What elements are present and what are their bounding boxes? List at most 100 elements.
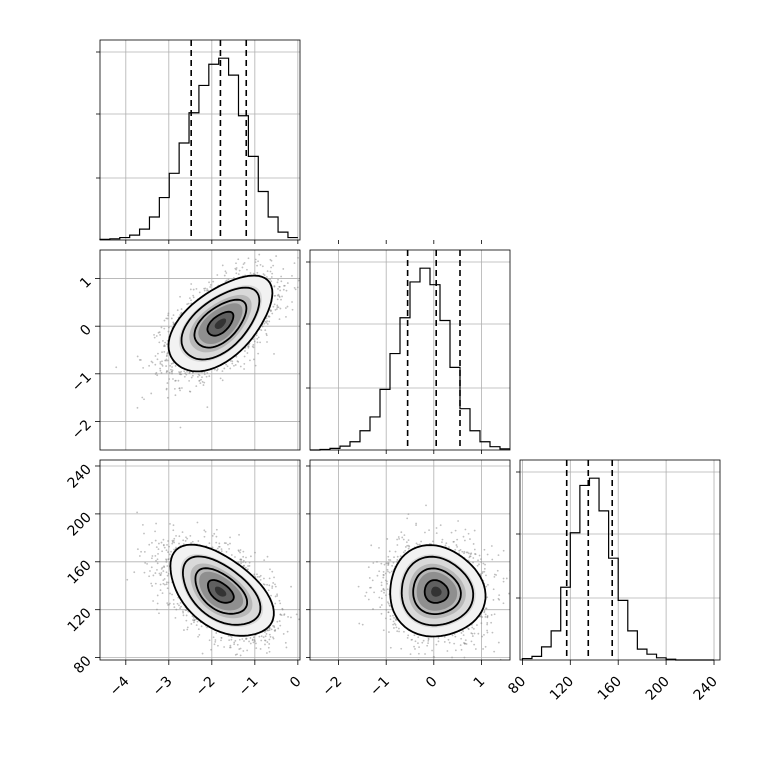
sample-point [195,287,198,290]
sample-point [159,362,162,365]
sample-point [493,613,496,616]
sample-point [141,396,144,399]
sample-point [237,549,240,552]
sample-point [463,552,465,555]
sample-point [115,366,118,369]
sample-point [455,544,458,546]
sample-point [388,550,391,553]
sample-point [279,624,282,627]
sample-point [227,278,230,281]
sample-point [220,548,223,551]
sample-point [160,363,163,366]
sample-point [286,305,289,308]
sample-point [498,598,501,601]
sample-point [268,643,271,645]
sample-point [234,267,237,270]
sample-point [273,353,275,355]
sample-point [172,603,175,605]
sample-point [199,382,202,384]
sample-point [266,583,268,586]
sample-point [364,595,367,597]
sample-point [286,282,289,284]
sample-point [266,555,269,558]
sample-point [234,364,237,366]
sample-point [153,336,156,339]
sample-point [477,632,480,635]
sample-point [220,636,223,639]
sample-point [213,643,216,646]
sample-point [143,532,145,535]
sample-point [163,566,166,568]
sample-point [159,589,162,592]
sample-point [244,566,247,569]
sample-point [268,577,271,580]
sample-point [216,368,219,370]
sample-point [280,298,282,301]
sample-point [165,358,168,361]
sample-point [216,369,218,372]
sample-point [264,320,267,323]
sample-point [206,406,209,409]
sample-point [197,628,200,631]
sample-point [160,541,163,544]
sample-point [182,614,185,617]
sample-point [277,627,280,630]
sample-point [179,295,181,298]
sample-point [278,295,281,298]
sample-point [237,360,240,363]
sample-point [256,341,259,344]
sample-point [282,268,285,270]
sample-point [179,426,182,429]
sample-point [407,547,410,550]
sample-point [454,548,457,551]
sample-point [190,376,193,379]
y-tick-label: 0 [77,322,95,340]
sample-point [467,627,470,630]
sample-point [259,578,262,581]
sample-point [415,522,418,525]
x-tick-label: −2 [319,674,345,700]
sample-point [163,319,166,322]
sample-point [491,631,494,634]
sample-point [460,632,463,634]
sample-point [219,377,222,380]
sample-point [171,542,174,545]
sample-point [261,667,263,669]
sample-point [398,630,400,633]
sample-point [382,573,385,576]
sample-point [148,575,151,578]
sample-point [396,555,399,558]
sample-point [159,583,162,586]
sample-point [151,585,153,587]
sample-point [229,646,232,649]
panel-frame [309,459,511,661]
sample-point [413,645,415,648]
sample-point [482,562,485,565]
sample-point [229,536,231,539]
sample-point [171,366,173,368]
x-tick-label: 0 [287,674,305,692]
panel-frame [309,249,511,451]
sample-point [225,363,228,366]
sample-point [174,365,177,367]
sample-point [497,641,500,644]
sample-point [271,667,273,669]
sample-point [256,337,259,340]
sample-point [285,289,288,292]
y-tick-label: 120 [65,605,95,635]
contour-line-1 [169,543,275,637]
sample-point [242,559,245,562]
sample-point [388,631,390,633]
sample-point [229,367,232,370]
sample-point [155,335,158,337]
sample-point [422,639,425,642]
joint-panel-3 [309,459,511,661]
sample-point [161,351,163,354]
sample-point [169,592,171,595]
sample-point [249,272,252,274]
x-axis-2: −2 −1 0 1 [319,660,488,699]
sample-point [260,639,263,642]
sample-point [439,524,442,527]
sample-point [182,539,185,542]
